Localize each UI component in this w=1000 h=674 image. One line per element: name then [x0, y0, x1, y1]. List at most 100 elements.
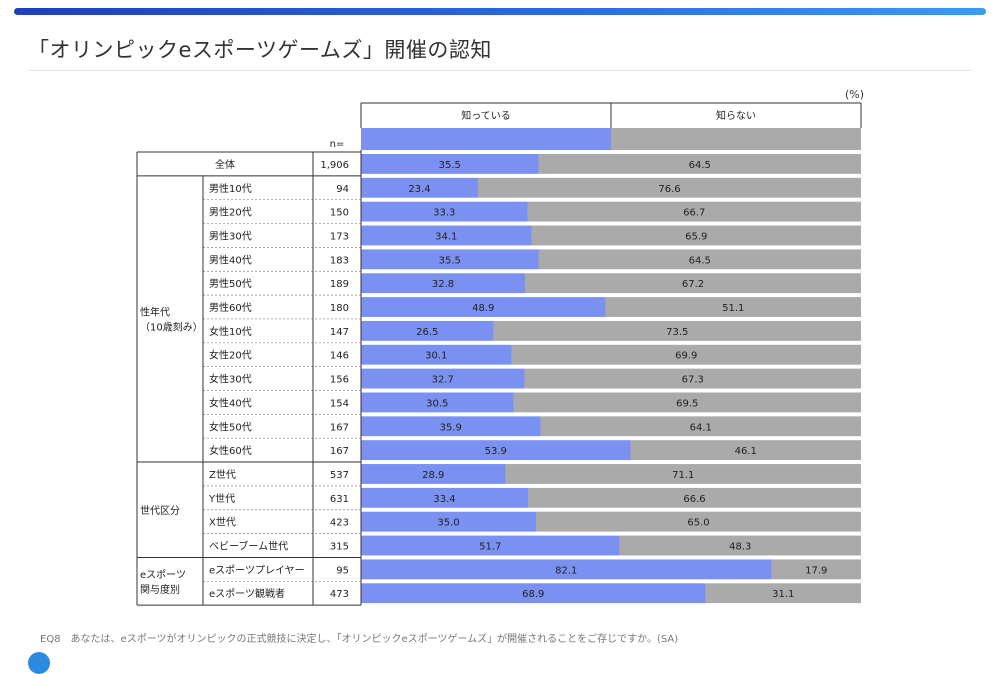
bar-label-known: 34.1: [435, 231, 457, 242]
bar-known: [361, 511, 536, 532]
row-label: eスポーツ観戦者: [209, 587, 285, 600]
bar-unknown: [538, 154, 861, 174]
row-n-value: 147: [330, 327, 349, 338]
bar-label-unknown: 71.1: [672, 470, 694, 481]
bar-unknown: [630, 440, 861, 461]
row-label: X世代: [209, 517, 236, 529]
bar-unknown: [478, 177, 861, 198]
bar-known: [361, 535, 620, 556]
bar-label-known: 23.4: [408, 184, 430, 195]
row-label: 女性60代: [209, 444, 252, 457]
page-title: 「オリンピックeスポーツゲームズ」開催の認知: [28, 38, 492, 62]
row-label: 女性50代: [209, 420, 252, 433]
row-label: ベビーブーム世代: [209, 540, 288, 553]
bar-known: [361, 487, 528, 508]
bar-known: [361, 297, 606, 317]
bar-unknown: [505, 464, 861, 484]
bar-known: [361, 154, 539, 174]
bar-unknown: [536, 511, 861, 532]
bar-label-unknown: 65.0: [687, 518, 709, 529]
bar-label-known: 32.8: [432, 279, 454, 290]
row-label: 男性60代: [209, 301, 252, 314]
row-n-value: 1,906: [320, 160, 349, 171]
row-n-value: 167: [330, 446, 349, 457]
bar-label-unknown: 46.1: [735, 446, 757, 457]
bar-known: [361, 464, 506, 484]
bar-label-unknown: 48.3: [729, 542, 751, 553]
bar-label-known: 51.7: [479, 542, 501, 553]
group-label: 関与度別: [140, 583, 180, 596]
bar-label-known: 30.5: [426, 398, 448, 409]
bar-unknown: [705, 583, 861, 604]
bar-label-unknown: 31.1: [772, 589, 794, 600]
unit-label: (%): [845, 88, 865, 101]
title-divider: [28, 70, 972, 71]
row-label: 男性50代: [209, 277, 252, 290]
row-n-value: 180: [330, 303, 349, 314]
bar-label-unknown: 76.6: [658, 184, 680, 195]
bar-unknown: [524, 368, 861, 389]
bar-known: [361, 440, 631, 461]
row-label: Z世代: [209, 469, 236, 481]
bar-label-unknown: 69.9: [675, 351, 697, 362]
bar-label-unknown: 65.9: [685, 231, 707, 242]
bar-label-unknown: 66.7: [683, 208, 705, 219]
bar-known: [361, 201, 528, 222]
row-label: 男性40代: [209, 253, 252, 266]
corner-decoration: [28, 652, 50, 674]
bar-known: [361, 392, 514, 413]
bar-label-known: 32.7: [432, 375, 454, 386]
row-n-value: 146: [330, 351, 349, 362]
bar-label-unknown: 64.5: [689, 255, 711, 266]
bar-label-unknown: 17.9: [805, 565, 827, 576]
top-accent-bar: [14, 8, 986, 15]
bar-label-known: 30.1: [425, 351, 447, 362]
row-n-value: 537: [330, 470, 349, 481]
bar-known: [361, 416, 541, 437]
row-n-value: 473: [330, 589, 349, 600]
row-label: 女性20代: [209, 349, 252, 362]
bar-label-known: 35.5: [439, 255, 461, 266]
bar-unknown: [605, 297, 861, 317]
row-n-value: 631: [330, 494, 349, 505]
bar-unknown: [538, 249, 861, 270]
bar-unknown: [513, 392, 861, 413]
row-n-value: 154: [330, 398, 349, 409]
row-n-value: 173: [330, 231, 349, 242]
bar-label-known: 35.0: [437, 518, 459, 529]
bar-unknown: [511, 344, 861, 365]
bar-label-known: 82.1: [555, 565, 577, 576]
bar-known: [361, 559, 772, 580]
bar-known: [361, 583, 706, 604]
bar-label-unknown: 67.2: [682, 279, 704, 290]
row-label: 男性10代: [209, 182, 252, 195]
bar-label-known: 68.9: [522, 589, 544, 600]
bar-label-unknown: 64.5: [689, 160, 711, 171]
bar-known: [361, 249, 539, 270]
bar-known: [361, 368, 525, 389]
bar-known: [361, 344, 512, 365]
bar-unknown: [528, 487, 861, 508]
row-label: 女性30代: [209, 373, 252, 386]
group-label: （10歳刻み）: [140, 320, 203, 333]
row-n-value: 183: [330, 255, 349, 266]
bar-label-known: 35.5: [439, 160, 461, 171]
bar-label-known: 33.4: [433, 494, 455, 505]
bar-known: [361, 273, 525, 294]
bar-unknown: [525, 273, 861, 294]
bar-label-unknown: 73.5: [666, 327, 688, 338]
row-label: Y世代: [208, 493, 235, 505]
bar-label-known: 33.3: [433, 208, 455, 219]
row-label: eスポーツプレイヤー: [209, 564, 305, 576]
row-n-value: 94: [336, 184, 349, 195]
row-n-value: 315: [330, 542, 349, 553]
bar-unknown: [527, 201, 861, 222]
group-label: 性年代: [140, 305, 170, 318]
bar-label-known: 26.5: [416, 327, 438, 338]
bar-unknown: [493, 320, 861, 341]
bar-unknown: [531, 225, 861, 246]
legend-label-known: 知っている: [461, 109, 511, 122]
group-label: 世代区分: [140, 505, 180, 517]
bar-label-unknown: 64.1: [690, 422, 712, 433]
